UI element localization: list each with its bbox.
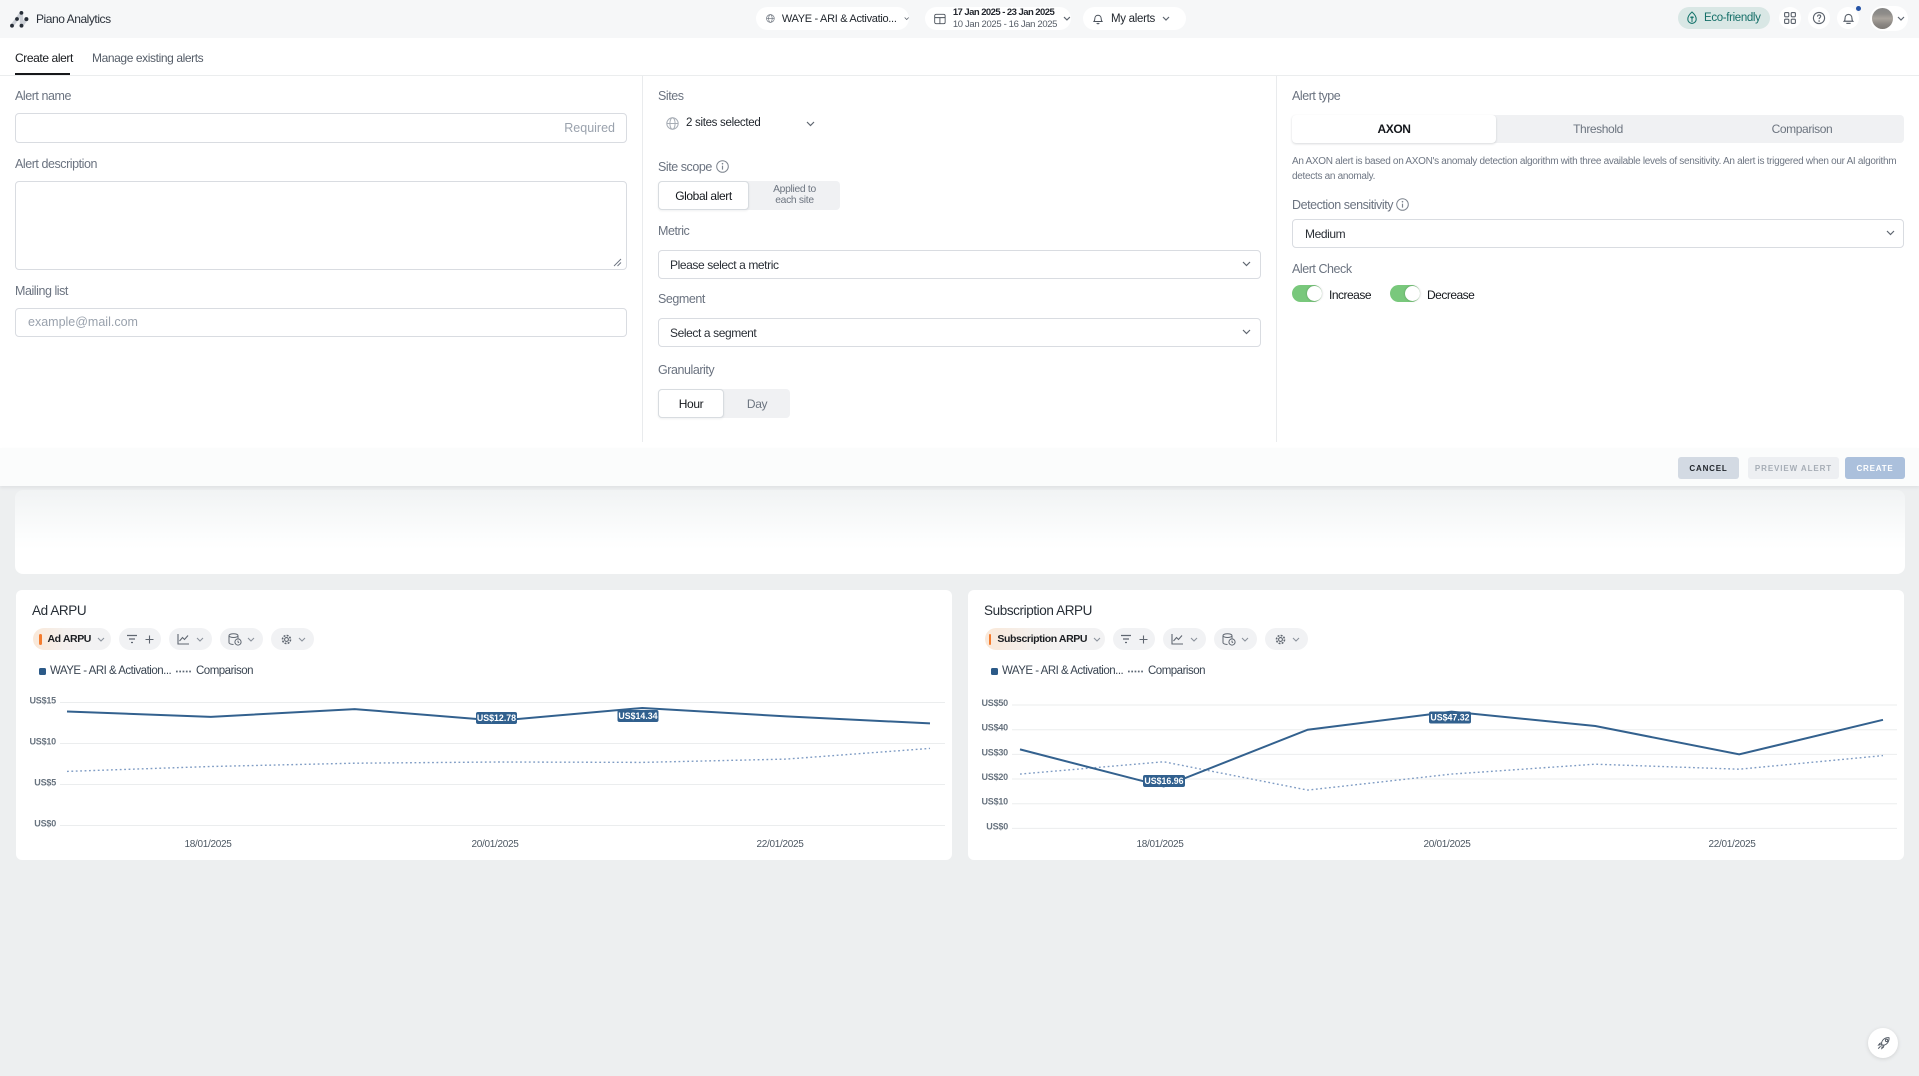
svg-text:US$16.96: US$16.96: [1144, 776, 1183, 786]
svg-text:US$12.78: US$12.78: [477, 713, 516, 723]
svg-text:22/01/2025: 22/01/2025: [1708, 839, 1756, 850]
svg-text:US$30: US$30: [981, 747, 1008, 757]
svg-text:20/01/2025: 20/01/2025: [471, 839, 519, 850]
svg-text:US$0: US$0: [34, 819, 56, 829]
svg-text:US$47.32: US$47.32: [1430, 713, 1469, 723]
svg-text:US$10: US$10: [29, 737, 56, 747]
svg-text:US$20: US$20: [981, 772, 1008, 782]
svg-text:US$10: US$10: [981, 797, 1008, 807]
svg-text:US$5: US$5: [34, 778, 56, 788]
svg-text:22/01/2025: 22/01/2025: [756, 839, 804, 850]
svg-text:US$15: US$15: [29, 696, 56, 706]
svg-text:US$50: US$50: [981, 698, 1008, 708]
svg-text:18/01/2025: 18/01/2025: [1136, 839, 1184, 850]
svg-text:US$0: US$0: [986, 821, 1008, 831]
svg-text:20/01/2025: 20/01/2025: [1423, 839, 1471, 850]
svg-text:18/01/2025: 18/01/2025: [184, 839, 232, 850]
svg-text:US$40: US$40: [981, 723, 1008, 733]
svg-text:US$14.34: US$14.34: [618, 711, 657, 721]
